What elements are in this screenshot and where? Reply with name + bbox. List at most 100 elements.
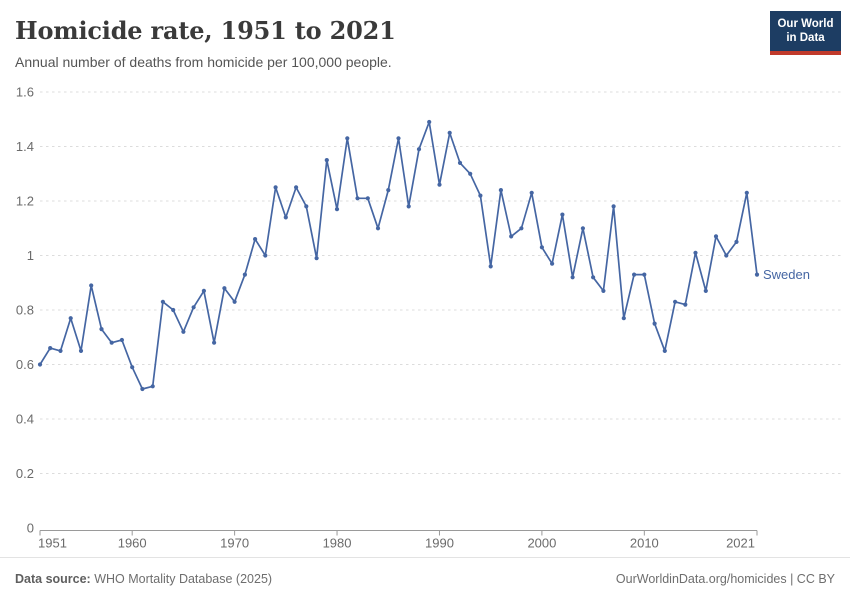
series-label-sweden[interactable]: Sweden: [763, 267, 810, 282]
line-chart[interactable]: 0 0.2 0.4 0.6 0.8 1 1.2 1.4 1.6 1951 1960 1970 1980 1…: [0, 85, 850, 559]
data-point[interactable]: [181, 329, 186, 334]
data-point[interactable]: [539, 245, 545, 250]
data-point[interactable]: [560, 212, 565, 217]
data-point[interactable]: [89, 283, 94, 288]
data-point[interactable]: [212, 340, 217, 345]
x-axis-tick-label: 1970: [220, 536, 249, 551]
data-point[interactable]: [703, 288, 708, 293]
data-point[interactable]: [365, 196, 370, 201]
data-point[interactable]: [406, 204, 411, 209]
y-axis-tick-label: 0.6: [16, 357, 34, 372]
data-point[interactable]: [488, 264, 493, 269]
data-point[interactable]: [621, 316, 626, 321]
data-point[interactable]: [662, 348, 667, 353]
data-point[interactable]: [744, 190, 749, 195]
x-axis-tick-label: 2021: [726, 536, 755, 551]
y-axis-tick-label: 1.2: [16, 194, 34, 209]
data-point[interactable]: [222, 286, 227, 291]
data-point[interactable]: [713, 234, 719, 239]
credit-link[interactable]: OurWorldinData.org/homicides | CC BY: [615, 572, 835, 586]
data-source-label: Data source:: [15, 572, 91, 586]
data-point[interactable]: [191, 305, 196, 310]
data-point[interactable]: [253, 237, 258, 242]
data-point[interactable]: [509, 234, 514, 239]
page-title: Homicide rate, 1951 to 2021: [15, 16, 396, 45]
x-axis-tick-label: 2010: [630, 536, 659, 551]
data-point[interactable]: [498, 188, 503, 193]
y-axis-tick-label: 1: [27, 248, 34, 263]
data-point[interactable]: [263, 253, 268, 258]
data-point[interactable]: [355, 196, 360, 201]
data-point[interactable]: [693, 250, 698, 255]
data-source-value: WHO Mortality Database (2025): [94, 572, 273, 586]
data-point[interactable]: [58, 348, 63, 353]
data-point[interactable]: [109, 340, 114, 345]
logo-line-1: Our World: [777, 18, 834, 30]
data-point[interactable]: [529, 190, 534, 195]
data-point[interactable]: [601, 288, 606, 293]
data-point[interactable]: [283, 215, 288, 220]
y-axis-tick-label: 0.2: [16, 466, 34, 481]
data-point[interactable]: [294, 185, 299, 190]
data-point[interactable]: [734, 239, 739, 244]
data-point[interactable]: [447, 130, 452, 135]
data-point[interactable]: [375, 226, 381, 231]
data-source: Data source: WHO Mortality Database (202…: [15, 572, 272, 586]
chart-footer: Data source: WHO Mortality Database (202…: [0, 557, 850, 600]
data-point[interactable]: [140, 386, 145, 392]
data-point[interactable]: [273, 185, 278, 190]
data-point[interactable]: [580, 226, 586, 231]
y-axis-tick-label: 1.4: [16, 139, 34, 154]
data-point[interactable]: [150, 384, 155, 389]
data-point[interactable]: [632, 272, 637, 277]
data-line-sweden[interactable]: [39, 121, 758, 390]
data-point[interactable]: [119, 337, 124, 343]
data-point[interactable]: [457, 160, 463, 165]
data-point[interactable]: [437, 182, 442, 187]
x-axis-tick-label: 1951: [38, 536, 67, 551]
data-point[interactable]: [396, 136, 401, 141]
data-point[interactable]: [478, 193, 483, 198]
data-point[interactable]: [130, 365, 135, 370]
data-point[interactable]: [754, 272, 760, 277]
x-axis-tick-label: 1960: [118, 536, 147, 551]
x-axis-tick-label: 2000: [527, 536, 556, 551]
x-axis-tick-label: 1980: [323, 536, 352, 551]
data-point[interactable]: [519, 226, 524, 231]
data-point[interactable]: [550, 261, 555, 266]
data-point[interactable]: [570, 275, 575, 280]
data-point[interactable]: [171, 307, 176, 313]
x-axis-tick-label: 1990: [425, 536, 454, 551]
data-point[interactable]: [48, 346, 53, 351]
data-point[interactable]: [673, 299, 678, 304]
data-point[interactable]: [99, 327, 104, 332]
data-point[interactable]: [345, 136, 350, 141]
data-point[interactable]: [68, 316, 73, 321]
data-point[interactable]: [314, 256, 319, 261]
data-point[interactable]: [724, 253, 729, 258]
data-point[interactable]: [304, 204, 309, 209]
data-point[interactable]: [642, 272, 647, 277]
data-point[interactable]: [591, 275, 596, 280]
data-point[interactable]: [386, 188, 391, 193]
owid-logo[interactable]: Our World in Data: [770, 11, 841, 55]
data-point[interactable]: [468, 171, 473, 176]
data-point[interactable]: [324, 158, 329, 163]
data-point[interactable]: [160, 299, 165, 304]
y-axis-tick-label: 0.8: [16, 303, 34, 318]
data-point[interactable]: [201, 288, 206, 293]
data-point[interactable]: [37, 362, 43, 367]
y-axis-tick-label: 0.4: [16, 412, 34, 427]
data-point[interactable]: [652, 321, 657, 326]
data-point[interactable]: [427, 119, 432, 125]
data-point[interactable]: [334, 207, 340, 212]
logo-line-2: in Data: [786, 32, 825, 44]
data-point[interactable]: [78, 348, 84, 353]
data-point[interactable]: [611, 204, 616, 209]
data-point[interactable]: [683, 302, 688, 307]
data-point[interactable]: [416, 147, 422, 152]
data-point[interactable]: [242, 272, 247, 277]
y-axis-tick-label: 1.6: [16, 85, 34, 100]
data-point[interactable]: [232, 299, 237, 304]
